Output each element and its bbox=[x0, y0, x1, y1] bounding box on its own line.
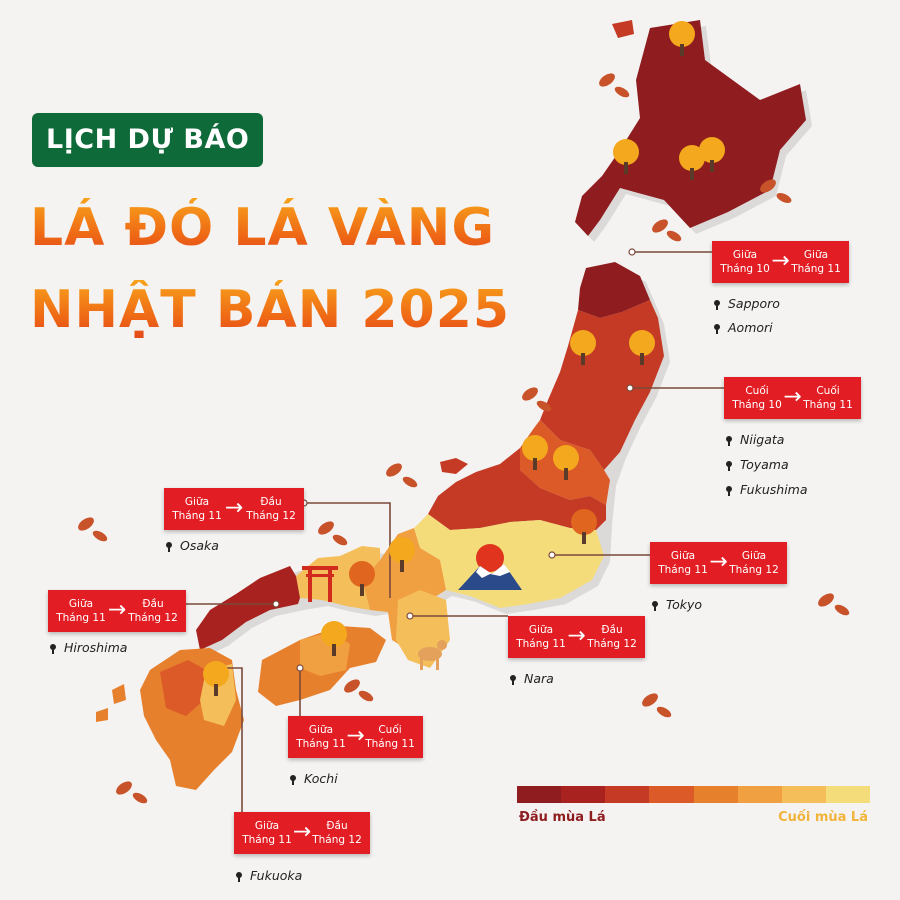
city-nara: Nara bbox=[510, 671, 554, 686]
forecast-label-nara: Giữa Tháng 11 → Đầu Tháng 12 bbox=[508, 616, 645, 658]
tohoku-region bbox=[520, 262, 664, 505]
forecast-label-tokyo: Giữa Tháng 11 → Giữa Tháng 12 bbox=[650, 542, 787, 584]
period-start-phase: Giữa bbox=[732, 249, 758, 261]
mount-fuji-icon bbox=[458, 544, 522, 590]
arrow-right-icon: → bbox=[567, 623, 586, 649]
period-end-phase: Đầu bbox=[326, 820, 348, 832]
arrow-right-icon: → bbox=[771, 248, 790, 274]
arrow-right-icon: → bbox=[783, 384, 802, 410]
arrow-right-icon: → bbox=[346, 723, 365, 749]
kyushu-region bbox=[140, 648, 244, 790]
city-kochi: Kochi bbox=[290, 771, 338, 786]
forecast-label-kochi: Giữa Tháng 11 → Cuối Tháng 11 bbox=[288, 716, 423, 758]
forecast-label-fukuoka: Giữa Tháng 11 → Đầu Tháng 12 bbox=[234, 812, 370, 854]
map-pin-icon bbox=[714, 324, 720, 334]
city-osaka: Osaka bbox=[166, 538, 219, 553]
map-pin-icon bbox=[726, 436, 732, 446]
period-start-month: Tháng 11 bbox=[56, 612, 106, 624]
forecast-label-niigata: Cuối Tháng 10 → Cuối Tháng 11 bbox=[724, 377, 861, 419]
period-end-month: Tháng 11 bbox=[791, 263, 841, 275]
legend-start-label: Đầu mùa Lá bbox=[519, 810, 606, 825]
map-pin-icon bbox=[510, 675, 516, 685]
period-start-month: Tháng 10 bbox=[720, 263, 770, 275]
map-pin-icon bbox=[50, 644, 56, 654]
period-end-month: Tháng 12 bbox=[128, 612, 178, 624]
islands bbox=[96, 20, 634, 722]
period-end-month: Tháng 11 bbox=[365, 738, 415, 750]
map-pin-icon bbox=[290, 775, 296, 785]
legend-swatch-1 bbox=[517, 786, 562, 803]
autumn-tree-icon bbox=[203, 21, 725, 696]
period-start-month: Tháng 11 bbox=[172, 510, 222, 522]
period-start-month: Tháng 11 bbox=[296, 738, 346, 750]
connector-lines bbox=[186, 251, 724, 812]
city-aomori: Aomori bbox=[714, 320, 773, 335]
map-pin-icon bbox=[166, 542, 172, 552]
period-start-month: Tháng 10 bbox=[732, 399, 782, 411]
city-fukushima: Fukushima bbox=[726, 482, 808, 497]
period-start-phase: Giữa bbox=[68, 598, 94, 610]
forecast-label-hiroshima: Giữa Tháng 11 → Đầu Tháng 12 bbox=[48, 590, 186, 632]
city-hiroshima: Hiroshima bbox=[50, 640, 127, 655]
map-pin-icon bbox=[652, 601, 658, 611]
period-start-phase: Cuối bbox=[745, 385, 769, 397]
hokkaido-region bbox=[575, 20, 806, 236]
period-end-month: Tháng 11 bbox=[803, 399, 853, 411]
period-start-phase: Giữa bbox=[528, 624, 554, 636]
period-start-phase: Giữa bbox=[184, 496, 210, 508]
arrow-right-icon: → bbox=[224, 495, 244, 521]
period-end-phase: Cuối bbox=[378, 724, 402, 736]
deer-icon bbox=[418, 640, 447, 670]
legend-swatch-6 bbox=[737, 786, 782, 803]
map-pin-icon bbox=[726, 461, 732, 471]
page-title-line2: NHẬT BẢN 2025 bbox=[30, 280, 511, 340]
legend-swatch-2 bbox=[561, 786, 606, 803]
map-pin-icon bbox=[236, 872, 242, 882]
legend-swatch-8 bbox=[825, 786, 870, 803]
period-end-month: Tháng 12 bbox=[729, 564, 779, 576]
city-niigata: Niigata bbox=[726, 432, 784, 447]
forecast-label-osaka: Giữa Tháng 11 → Đầu Tháng 12 bbox=[164, 488, 304, 530]
period-end-phase: Đầu bbox=[601, 624, 623, 636]
period-end-phase: Giữa bbox=[803, 249, 829, 261]
chubu-kanto-region bbox=[414, 448, 606, 608]
arrow-right-icon: → bbox=[107, 597, 127, 623]
period-start-phase: Giữa bbox=[254, 820, 280, 832]
map-pin-icon bbox=[726, 486, 732, 496]
legend-swatch-4 bbox=[649, 786, 694, 803]
period-end-month: Tháng 12 bbox=[312, 834, 362, 846]
period-end-phase: Cuối bbox=[816, 385, 840, 397]
arrow-right-icon: → bbox=[709, 549, 728, 575]
forecast-label-sapporo: Giữa Tháng 10 → Giữa Tháng 11 bbox=[712, 241, 849, 283]
period-start-phase: Giữa bbox=[308, 724, 334, 736]
period-end-phase: Đầu bbox=[142, 598, 164, 610]
period-start-month: Tháng 11 bbox=[516, 638, 566, 650]
page-title-line1: LÁ ĐỎ LÁ VÀNG bbox=[30, 198, 496, 258]
city-tokyo: Tokyo bbox=[652, 597, 702, 612]
forecast-badge: LỊCH DỰ BÁO bbox=[32, 113, 264, 167]
legend-swatch-7 bbox=[781, 786, 826, 803]
arrow-right-icon: → bbox=[292, 819, 312, 845]
period-start-phase: Giữa bbox=[670, 550, 696, 562]
city-fukuoka: Fukuoka bbox=[236, 868, 302, 883]
period-end-month: Tháng 12 bbox=[246, 510, 296, 522]
period-end-month: Tháng 12 bbox=[587, 638, 637, 650]
period-start-month: Tháng 11 bbox=[242, 834, 292, 846]
period-start-month: Tháng 11 bbox=[658, 564, 708, 576]
torii-gate-icon bbox=[302, 566, 338, 602]
city-sapporo: Sapporo bbox=[714, 296, 780, 311]
legend-swatch-5 bbox=[693, 786, 738, 803]
period-end-phase: Đầu bbox=[260, 496, 282, 508]
city-toyama: Toyama bbox=[726, 457, 789, 472]
legend-end-label: Cuối mùa Lá bbox=[778, 810, 868, 825]
legend-color-scale bbox=[517, 786, 870, 803]
map-pin-icon bbox=[714, 300, 720, 310]
falling-leaf-icon bbox=[78, 73, 850, 804]
period-end-phase: Giữa bbox=[741, 550, 767, 562]
legend-swatch-3 bbox=[605, 786, 650, 803]
